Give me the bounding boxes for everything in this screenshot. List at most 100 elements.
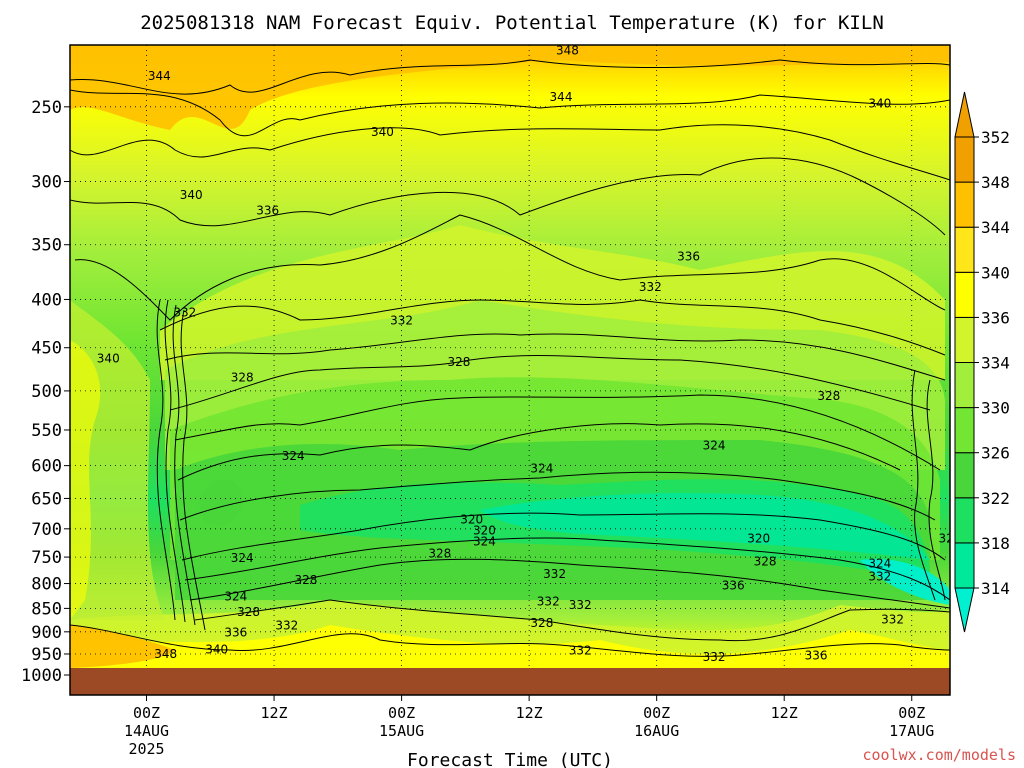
field-low-318	[480, 493, 930, 560]
contour-line	[189, 558, 950, 609]
colorbar-segment	[954, 407, 975, 454]
y-tick-label: 700	[31, 520, 62, 540]
colorbar-label: 344	[981, 218, 1010, 237]
contour-line	[70, 157, 946, 236]
contour-lines	[70, 59, 950, 657]
contour-line	[70, 89, 950, 137]
contour-line	[164, 299, 186, 623]
field-boundary-340	[70, 625, 950, 668]
y-tick-label: 500	[31, 382, 62, 402]
plot-area: 3483443443403403403403363363323323323323…	[70, 44, 962, 695]
x-tick-date: 14AUG	[124, 722, 169, 740]
field-west-340	[70, 340, 101, 620]
contour-line	[184, 537, 950, 601]
contour-label: 320	[473, 524, 496, 538]
y-tick-label: 900	[31, 623, 62, 643]
contour-label: 332	[881, 612, 904, 626]
colorbar-label: 352	[981, 128, 1010, 147]
contour-label: 336	[722, 579, 745, 593]
contour-label: 324	[224, 590, 247, 604]
contour-label: 328	[448, 355, 471, 369]
contour-label: 324	[282, 449, 305, 463]
colorbar-segment	[954, 181, 975, 228]
contour-label: 340	[180, 188, 203, 202]
contour-label: 324	[530, 461, 553, 475]
x-tick-date: 16AUG	[634, 722, 679, 740]
colorbar-arrow-bottom	[954, 587, 975, 633]
contour-label: 336	[224, 625, 247, 639]
contour-label: 340	[97, 352, 120, 366]
y-tick-label: 350	[31, 236, 62, 256]
y-tick-label: 950	[31, 645, 62, 665]
contour-line	[70, 124, 950, 181]
contour-label: 320	[939, 532, 962, 546]
chart-title: 2025081318 NAM Forecast Equiv. Potential…	[140, 12, 884, 34]
colorbar-label: 330	[981, 399, 1010, 418]
contour-label: 328	[428, 546, 451, 560]
y-axis: 250 300 350 400 450 500 550 600 650 700 750 800 850 9…	[21, 98, 70, 686]
y-tick-label: 650	[31, 489, 62, 509]
contour-label: 332	[868, 569, 891, 583]
x-tick-date: 15AUG	[379, 722, 424, 740]
contour-label: 324	[868, 557, 891, 571]
colorbar-segment	[954, 362, 975, 409]
colorbar-segment	[954, 226, 975, 273]
x-tick-label: 12Z	[516, 704, 543, 722]
contour-label: 348	[154, 647, 177, 661]
contour-line	[194, 599, 950, 642]
contour-label: 328	[754, 554, 777, 568]
contour-line	[181, 512, 946, 561]
colorbar-segment	[954, 452, 975, 499]
x-tick-label: 00Z	[643, 704, 670, 722]
x-tick-label: 00Z	[388, 704, 415, 722]
colorbar-label: 336	[981, 308, 1010, 327]
contour-label: 336	[805, 649, 828, 663]
contour-line	[172, 304, 196, 626]
contour-line	[169, 355, 931, 411]
colorbar-label: 314	[981, 579, 1010, 598]
contour-line	[70, 59, 950, 95]
x-tick-date: 17AUG	[889, 722, 934, 740]
contour-line	[911, 369, 936, 601]
y-tick-label: 550	[31, 421, 62, 441]
contour-line	[159, 299, 946, 356]
y-tick-label: 400	[31, 290, 62, 310]
colorbar-segment	[954, 497, 975, 544]
contour-label: 324	[231, 551, 254, 565]
contour-label: 348	[556, 44, 579, 58]
colorbar-label: 348	[981, 173, 1010, 192]
contour-label: 324	[473, 534, 496, 548]
contour-line	[156, 299, 176, 621]
contour-label: 328	[817, 389, 840, 403]
y-tick-label: 600	[31, 457, 62, 477]
contour-label: 336	[256, 204, 279, 218]
contour-label: 340	[868, 97, 891, 111]
y-tick-label: 250	[31, 98, 62, 118]
contour-label: 332	[537, 595, 560, 609]
contour-label: 332	[173, 306, 196, 320]
y-tick-label: 450	[31, 339, 62, 359]
contour-label: 340	[205, 643, 228, 657]
colorbar-label: 334	[981, 354, 1010, 373]
contour-line	[926, 379, 946, 601]
contour-label: 328	[231, 371, 254, 385]
contour-label: 328	[530, 616, 553, 630]
contour-label: 332	[569, 598, 592, 612]
plot-frame	[69, 44, 951, 696]
field-layers	[70, 45, 950, 668]
colorbar-segment	[954, 316, 975, 363]
x-tick-label: 00Z	[898, 704, 925, 722]
contour-label: 332	[275, 618, 298, 632]
field-cell-324	[199, 479, 242, 526]
contour-label: 332	[703, 650, 726, 664]
contour-line	[74, 214, 946, 321]
contour-label: 332	[639, 280, 662, 294]
colorbar-label: 318	[981, 534, 1010, 553]
contour-label: 320	[747, 532, 770, 546]
contour-label: 344	[148, 69, 171, 83]
field-upper-warm	[70, 45, 950, 130]
x-tick-label: 12Z	[261, 704, 288, 722]
contour-label: 340	[371, 125, 394, 139]
colorbar: 314 318 322 326 330 334 336 340 344 348 352	[954, 91, 1010, 633]
